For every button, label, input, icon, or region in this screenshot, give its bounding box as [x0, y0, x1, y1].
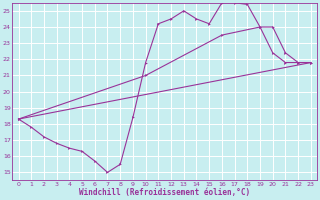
X-axis label: Windchill (Refroidissement éolien,°C): Windchill (Refroidissement éolien,°C)	[79, 188, 250, 197]
